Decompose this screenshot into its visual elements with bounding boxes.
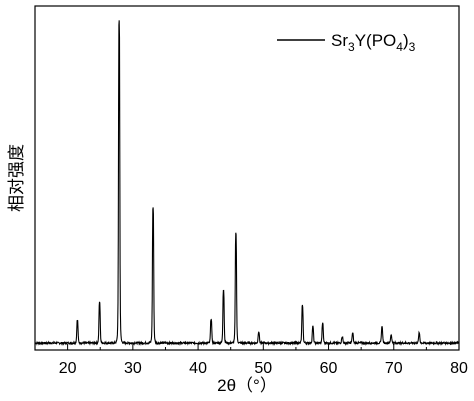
y-axis-title: 相对强度 — [7, 144, 26, 212]
x-tick-label: 40 — [189, 360, 207, 377]
x-axis-tick-labels: 20 30 40 50 60 70 80 — [59, 360, 468, 377]
x-tick-label: 20 — [59, 360, 77, 377]
x-tick-label: 70 — [385, 360, 403, 377]
legend-label: Sr3Y(PO4)3 — [331, 31, 416, 54]
x-axis-ticks — [34, 344, 460, 350]
series-line — [34, 20, 460, 347]
x-axis-title: 2θ（°） — [217, 376, 277, 395]
x-tick-label: 30 — [124, 360, 142, 377]
plot-frame — [34, 5, 460, 351]
x-tick-label: 60 — [320, 360, 338, 377]
x-tick-label: 50 — [254, 360, 272, 377]
x-tick-label: 80 — [450, 360, 468, 377]
